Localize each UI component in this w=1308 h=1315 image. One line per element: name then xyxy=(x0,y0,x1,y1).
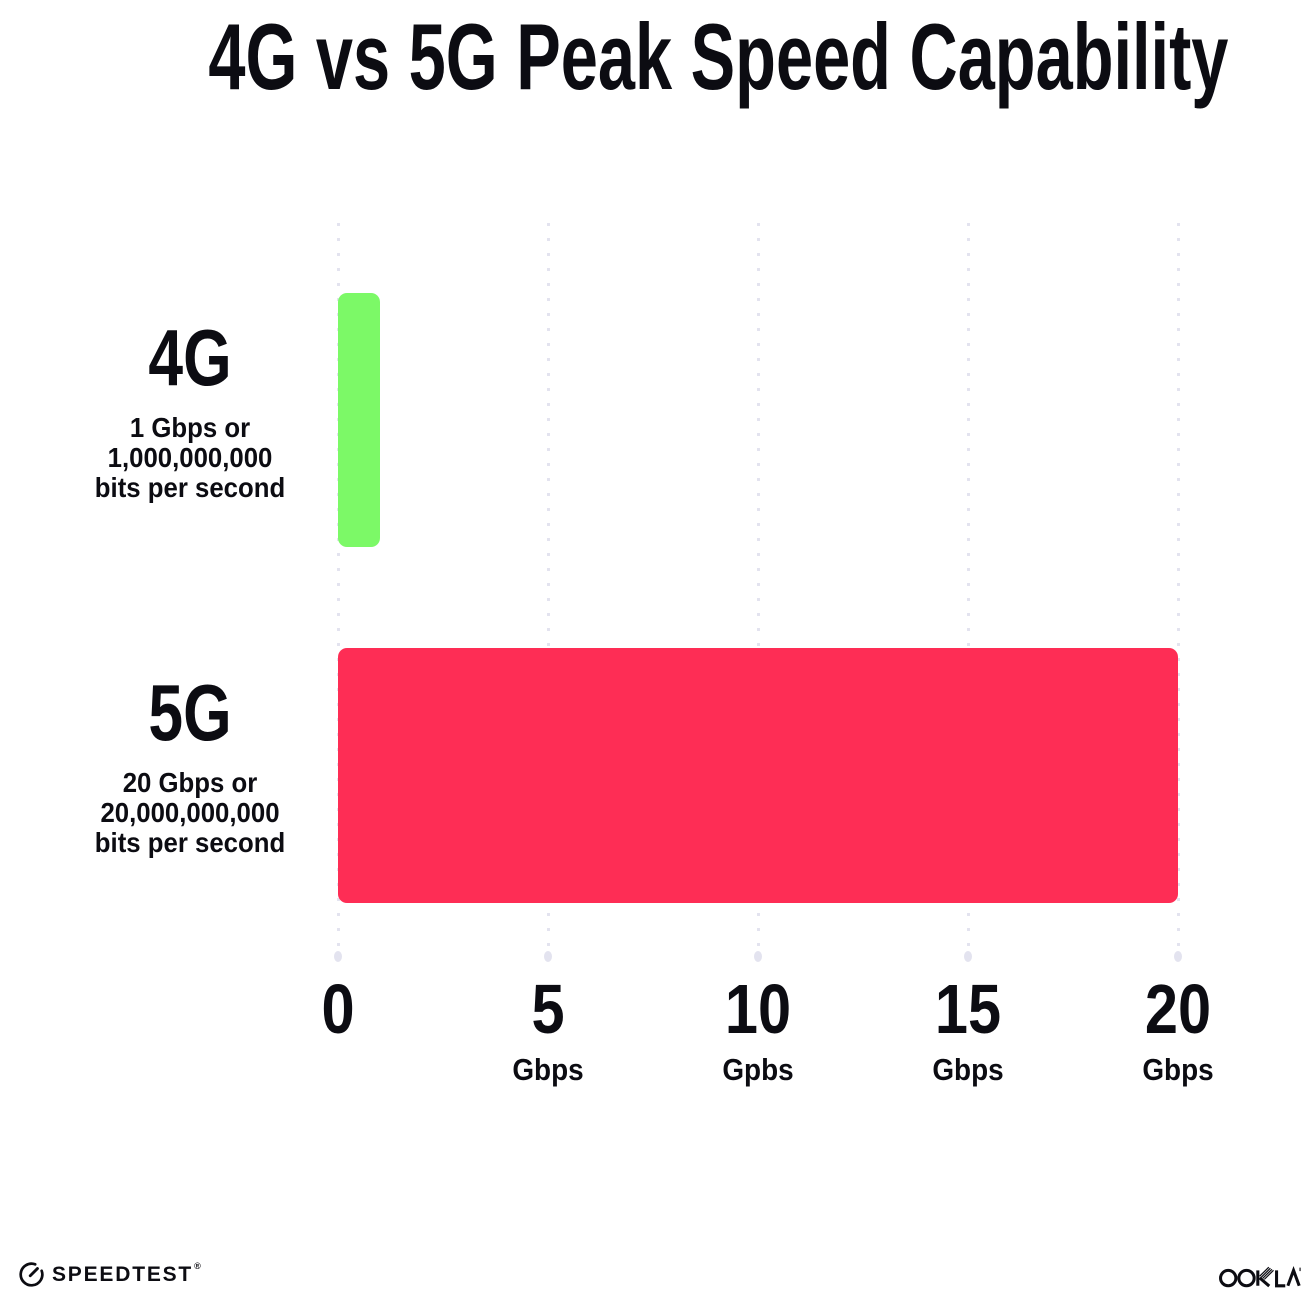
x-tick-value: 0 xyxy=(321,970,355,1048)
row-label-5g-subline-2: 20,000,000,000 xyxy=(100,797,280,828)
x-tick-value: 5 xyxy=(531,970,565,1048)
x-tick-unit: Gpbs xyxy=(722,1052,794,1087)
x-tick-value: 10 xyxy=(724,970,792,1048)
gridline xyxy=(1176,223,1180,953)
row-label-5g-sublabel: 20 Gbps or 20,000,000,000 bits per secon… xyxy=(52,768,328,858)
row-label-5g-subline-1: 20 Gbps or xyxy=(122,767,258,798)
speedtest-logo: SPEEDTEST® xyxy=(18,1261,202,1288)
row-label-5g-title: 5G xyxy=(148,668,232,757)
x-tick-value: 15 xyxy=(934,970,1002,1048)
x-tick-20: 20 Gbps xyxy=(1058,974,1298,1087)
x-tick-unit: Gbps xyxy=(1142,1052,1214,1087)
gridline xyxy=(966,223,970,953)
x-tick-unit: Gbps xyxy=(932,1052,1004,1087)
x-tick-unit: Gbps xyxy=(512,1052,584,1087)
bar-5g xyxy=(338,648,1178,903)
page-title: 4G vs 5G Peak Speed Capability xyxy=(0,4,1308,109)
x-tick-0: 0 xyxy=(218,974,458,1053)
chart-area xyxy=(336,223,1180,953)
speedtest-wordmark: SPEEDTEST® xyxy=(52,1260,203,1287)
bar-4g xyxy=(338,293,380,547)
row-label-4g-title: 4G xyxy=(148,313,232,402)
page-title-text: 4G vs 5G Peak Speed Capability xyxy=(208,4,1229,109)
row-label-5g-subline-3: bits per second xyxy=(94,827,286,858)
gridline xyxy=(336,223,340,953)
row-label-4g: 4G 1 Gbps or 1,000,000,000 bits per seco… xyxy=(40,318,340,503)
footer: SPEEDTEST® xyxy=(0,1256,1308,1302)
x-tick-5: 5 Gbps xyxy=(428,974,668,1087)
row-label-5g: 5G 20 Gbps or 20,000,000,000 bits per se… xyxy=(40,673,340,858)
gridline xyxy=(756,223,760,953)
speedtest-trademark: ® xyxy=(194,1260,203,1271)
row-label-4g-subline-2: 1,000,000,000 xyxy=(107,442,273,473)
x-axis: 0 5 Gbps 10 Gpbs 15 Gbps 20 Gbps xyxy=(321,974,1213,1104)
ookla-wordmark-icon xyxy=(1219,1266,1301,1288)
gauge-icon xyxy=(19,1262,44,1287)
speedtest-label: SPEEDTEST xyxy=(52,1262,194,1286)
gridline xyxy=(546,223,550,953)
x-tick-15: 15 Gbps xyxy=(848,974,1088,1087)
ookla-logo xyxy=(1219,1265,1301,1289)
row-label-4g-subline-3: bits per second xyxy=(94,472,286,503)
x-tick-value: 20 xyxy=(1144,970,1212,1048)
row-label-4g-subline-1: 1 Gbps or xyxy=(129,412,251,443)
x-tick-10: 10 Gpbs xyxy=(638,974,878,1087)
row-label-4g-sublabel: 1 Gbps or 1,000,000,000 bits per second xyxy=(52,413,328,503)
